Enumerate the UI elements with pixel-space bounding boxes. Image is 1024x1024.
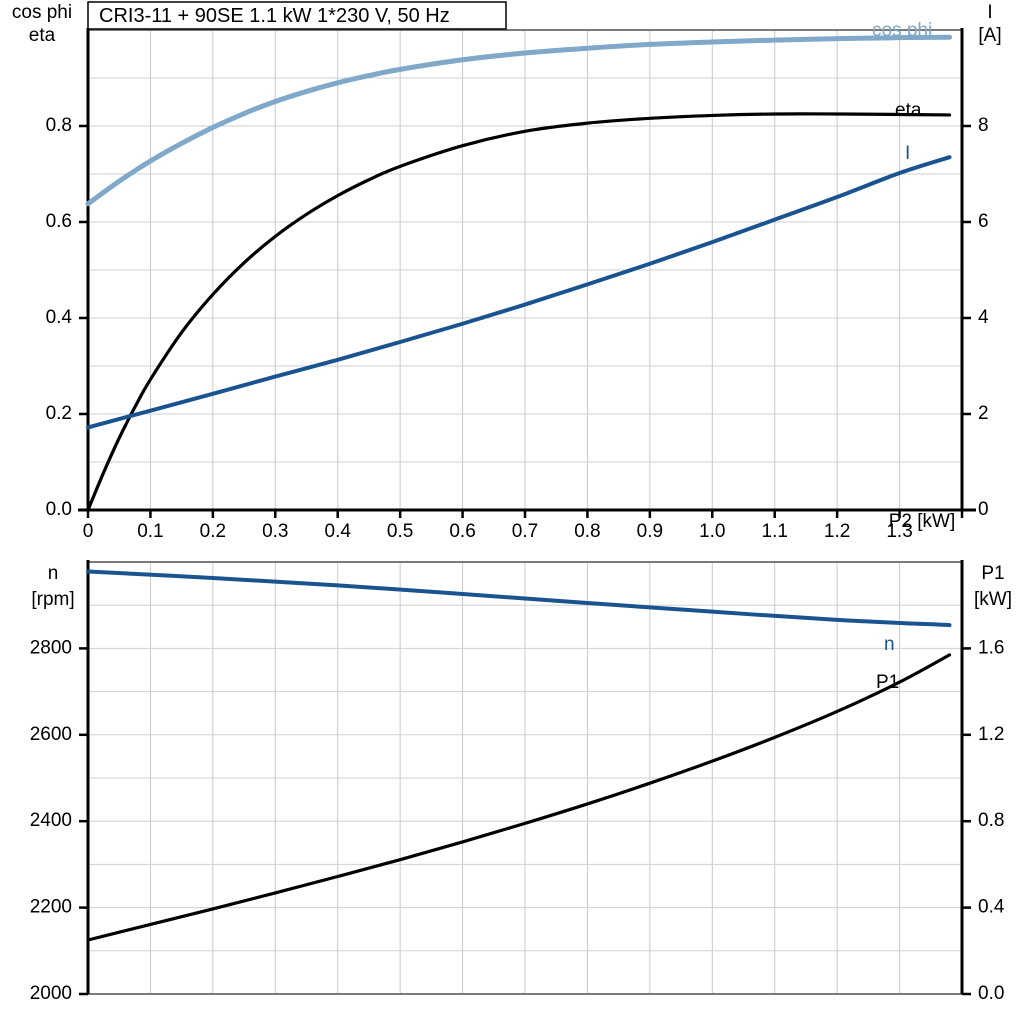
curve-label-speed: n (884, 634, 895, 655)
curve-i (86, 155, 952, 430)
right-tick-label: 8 (978, 115, 989, 136)
upper-right-axis-label-line2: [A] (978, 25, 1001, 46)
lower-chart-panel: 2000 2200 2400 2600 2800 0.0 0.4 0.8 1.2 1.6 (30, 560, 1005, 1004)
curve-n (86, 569, 952, 628)
left-tick-label: 2400 (30, 810, 72, 831)
left-tick-label: 0.6 (46, 211, 72, 232)
right-tick-label: 0.4 (978, 897, 1005, 918)
right-tick-label: 0.8 (978, 810, 1004, 831)
right-tick-label: 2 (978, 403, 989, 424)
x-tick-label: 0.2 (200, 521, 226, 542)
x-tick-label: 0.6 (449, 521, 475, 542)
left-tick-label: 2600 (30, 724, 72, 745)
curve-label-current: I (905, 143, 910, 164)
left-tick-label: 0.8 (46, 115, 72, 136)
upper-x-axis-label: P2 [kW] (889, 511, 956, 532)
title-box: CRI3-11 + 90SE 1.1 kW 1*230 V, 50 Hz (87, 1, 507, 30)
upper-curve-labels: cos phi eta I (872, 20, 932, 164)
left-tick-label: 2200 (30, 897, 72, 918)
x-tick-label: 0.1 (137, 521, 163, 542)
curve-eta (86, 112, 952, 512)
upper-axis-titles: cos phi eta I [A] P2 [kW] (12, 2, 1002, 532)
left-tick-label: 0.2 (46, 403, 72, 424)
x-tick-label: 0.7 (512, 521, 538, 542)
x-tick-label: 1.3 (886, 521, 912, 542)
chart-title: CRI3-11 + 90SE 1.1 kW 1*230 V, 50 Hz (99, 5, 450, 27)
lower-left-axis-label-line1: n (48, 563, 59, 584)
lower-right-axis-label-line2: [kW] (974, 589, 1012, 610)
left-tick-label: 0.4 (46, 307, 73, 328)
x-tick-label: 0 (83, 521, 94, 542)
right-tick-label: 4 (978, 307, 989, 328)
upper-left-axis-label-line1: cos phi (12, 2, 72, 23)
left-tick-label: 2800 (30, 637, 72, 658)
x-tick-label: 0.8 (574, 521, 600, 542)
lower-curve-labels: n P1 (876, 634, 899, 693)
curve-label-cos-phi: cos phi (872, 20, 932, 41)
lower-right-axis-label-line1: P1 (981, 563, 1004, 584)
x-tick-label: 1.0 (699, 521, 725, 542)
x-tick-label: 0.5 (387, 521, 413, 542)
curve-p1 (86, 653, 952, 942)
right-tick-label: 0.0 (978, 983, 1004, 1004)
upper-left-axis-label-line2: eta (29, 25, 56, 46)
x-tick-label: 1.1 (762, 521, 788, 542)
x-tick-label: 1.2 (824, 521, 850, 542)
right-tick-label: 1.2 (978, 724, 1004, 745)
x-tick-label: 0.3 (262, 521, 288, 542)
curve-label-power: P1 (876, 672, 899, 693)
x-tick-label: 0.9 (637, 521, 663, 542)
lower-axis-titles: n [rpm] P1 [kW] (31, 563, 1012, 610)
right-tick-label: 0 (978, 499, 989, 520)
curve-label-eta: eta (895, 100, 922, 121)
title-box-rect (87, 1, 507, 30)
left-tick-label: 2000 (30, 983, 72, 1004)
curve-cos-phi (85, 34, 953, 207)
upper-chart-panel: 0.0 0.2 0.4 0.6 0.8 0 2 4 6 8 0 0.1 0.2 0.3 0.4 0.5 0.6 0… (46, 28, 989, 542)
left-tick-label: 0.0 (46, 499, 72, 520)
upper-right-axis-label-line1: I (987, 2, 992, 23)
right-tick-label: 6 (978, 211, 989, 232)
lower-left-axis-label-line2: [rpm] (31, 589, 74, 610)
x-tick-label: 0.4 (325, 521, 352, 542)
right-tick-label: 1.6 (978, 637, 1004, 658)
